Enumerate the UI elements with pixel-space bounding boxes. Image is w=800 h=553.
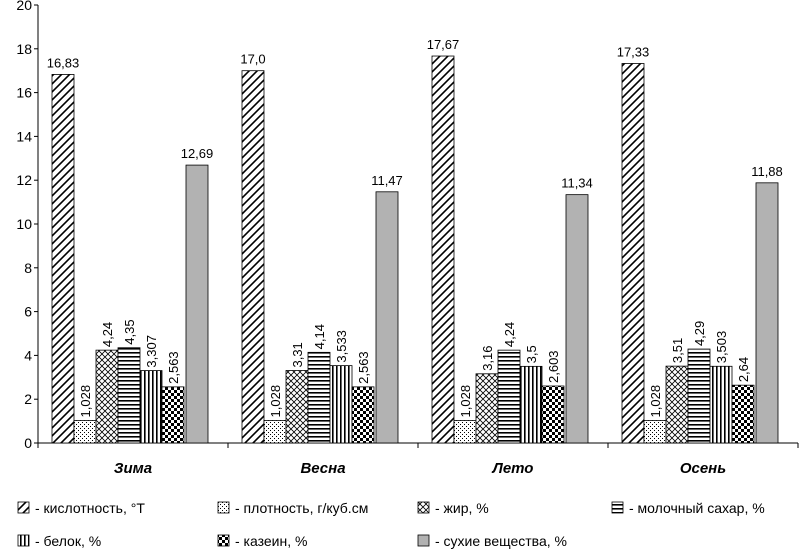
y-tick-label: 8 [24,260,32,276]
bar [51,74,75,444]
bar [621,63,645,444]
bar [755,182,779,444]
bar [117,347,141,444]
bar [95,349,119,444]
bar [665,365,689,444]
bar [687,348,711,444]
bar [329,365,353,444]
value-label: 11,88 [751,164,783,179]
bar [497,349,521,444]
bar [519,365,543,444]
value-label: 2,563 [356,351,371,384]
bar [709,365,733,444]
legend-swatch [417,501,430,514]
legend-label: - молочный сахар, % [629,500,765,516]
value-label: 11,47 [371,173,403,188]
legend-label: - кислотность, °Т [35,500,145,516]
value-label: 1,028 [458,385,473,418]
x-tick-label: Осень [680,460,726,477]
value-label: 16,83 [47,55,80,70]
legend-swatch [417,534,430,547]
bar [453,420,477,444]
bar [731,384,755,444]
value-label: 11,34 [561,176,593,191]
value-label: 3,503 [714,331,729,364]
bar [541,385,565,444]
value-label: 17,33 [617,44,650,59]
y-tick-label: 18 [16,41,32,57]
value-label: 3,31 [290,342,305,367]
value-label: 2,563 [166,351,181,384]
y-tick-label: 0 [24,435,32,451]
bar [431,55,455,444]
legend-label: - плотность, г/куб.см [235,500,368,516]
x-tick-label: Зима [114,460,152,477]
value-label: 3,51 [670,338,685,363]
value-label: 4,24 [502,322,517,347]
bar [565,194,589,444]
bar [285,370,309,444]
value-label: 4,14 [312,324,327,349]
value-label: 2,603 [546,350,561,383]
bar [263,420,287,444]
bar [351,386,375,444]
y-tick-label: 10 [16,216,32,232]
bar [241,70,265,444]
value-label: 1,028 [78,385,93,418]
y-tick-label: 6 [24,304,32,320]
y-tick-label: 16 [16,85,32,101]
legend-swatch [217,534,230,547]
value-label: 3,16 [480,345,495,370]
value-label: 4,35 [122,319,137,344]
y-tick-label: 4 [24,347,32,363]
value-label: 3,5 [524,345,539,363]
bar [185,164,209,444]
value-label: 3,533 [334,330,349,363]
value-label: 3,307 [144,335,159,368]
bar [307,351,331,444]
value-label: 1,028 [648,385,663,418]
bar [73,420,97,444]
value-label: 12,69 [181,146,214,161]
x-tick-label: Лето [492,460,534,477]
y-tick-label: 20 [16,0,32,13]
value-label: 2,64 [736,357,751,382]
bar [375,191,399,444]
bar [139,370,163,444]
x-tick-label: Весна [300,460,345,477]
legend-swatch [217,501,230,514]
legend-label: - жир, % [435,500,489,516]
legend-label: - сухие вещества, % [435,533,567,549]
y-tick-label: 12 [16,172,32,188]
legend-label: - казеин, % [235,533,307,549]
bar [475,373,499,444]
value-label: 1,028 [268,385,283,418]
value-label: 4,24 [100,322,115,347]
legend-swatch [17,534,30,547]
bar [643,420,667,444]
legend-swatch [17,501,30,514]
y-tick-label: 14 [16,128,32,144]
value-label: 17,67 [427,37,460,52]
value-label: 4,29 [692,321,707,346]
legend-swatch [611,501,624,514]
bar [161,386,185,444]
legend-label: - белок, % [35,533,101,549]
value-label: 17,0 [240,52,265,67]
y-tick-label: 2 [24,391,32,407]
